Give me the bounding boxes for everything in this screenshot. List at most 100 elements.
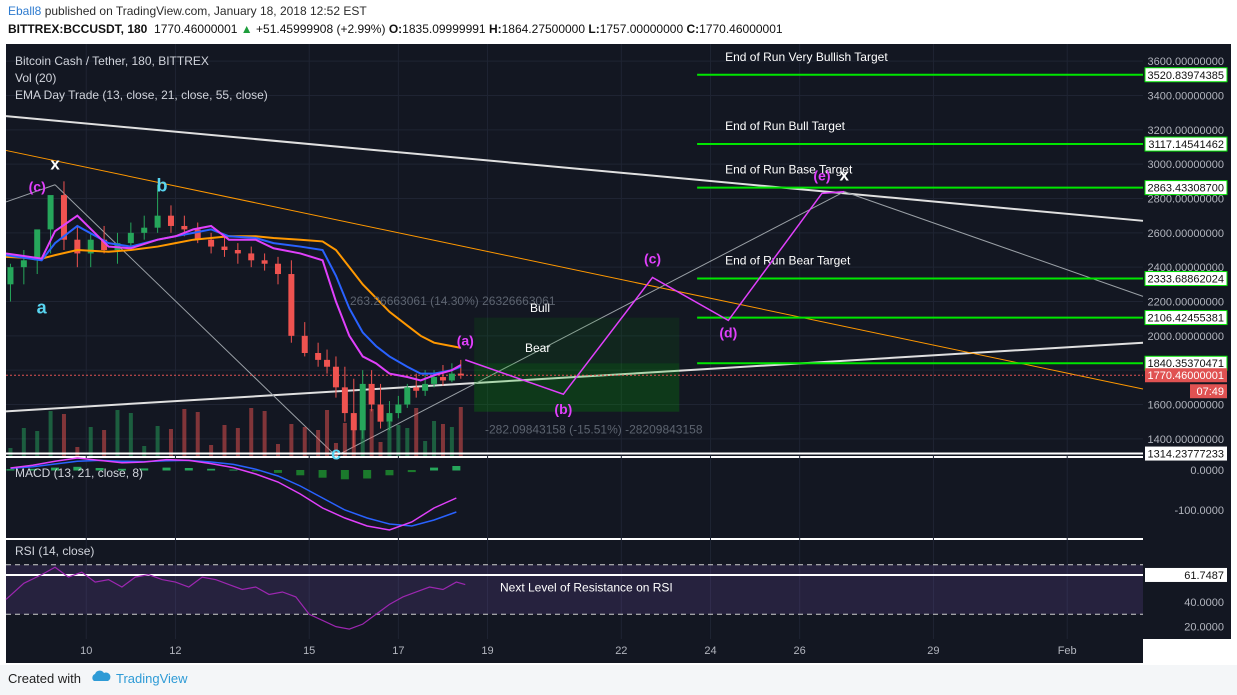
wave-label: (b): [554, 401, 572, 417]
volume-bar: [275, 444, 280, 456]
candle-body: [422, 383, 429, 391]
rsi-current-tag: [1145, 567, 1227, 582]
tradingview-logo[interactable]: TradingView: [90, 669, 188, 686]
target-level-value: 1840.35370471: [1148, 358, 1224, 370]
bull-label: Bull: [530, 301, 550, 315]
support-level-value: 1314.23777233: [1148, 449, 1224, 461]
candle-body: [395, 404, 402, 414]
volume-bar: [423, 441, 428, 456]
price-tick-label: 3600.00000000: [1148, 56, 1224, 68]
volume-bar: [195, 412, 200, 456]
macd-histogram-bar: [28, 468, 37, 471]
candle-body: [261, 260, 268, 264]
volume-bar: [235, 428, 240, 456]
rsi-tick-label: 40.0000: [1184, 597, 1224, 609]
target-level-value: 2863.43308700: [1148, 183, 1224, 195]
volume-bar: [458, 407, 463, 456]
target-level-value: 2106.42455381: [1148, 313, 1224, 325]
macd-histogram-bar: [340, 470, 349, 480]
support-level-tag: [1145, 446, 1227, 461]
volume-bar: [8, 448, 13, 456]
macd-histogram-bar: [452, 466, 461, 471]
candle-body: [34, 229, 41, 261]
candle-body: [368, 383, 375, 405]
high-label: H:: [488, 22, 502, 36]
candle-body: [377, 404, 384, 422]
volume-bar: [449, 427, 454, 456]
macd-histogram-bar: [385, 470, 394, 476]
cloud-icon: [92, 670, 111, 681]
target-level-value: 2333.68862024: [1148, 274, 1224, 286]
candle-body: [47, 195, 54, 230]
candle-body: [208, 239, 215, 247]
created-with-text: Created with: [8, 671, 81, 686]
volume-bar: [378, 442, 383, 456]
candle-body: [324, 359, 331, 367]
volume-bar: [75, 447, 80, 456]
wave-label: c: [331, 443, 341, 463]
macd-histogram-bar: [229, 469, 238, 471]
candle-body: [341, 387, 348, 414]
candle-body: [350, 413, 357, 431]
candle-body: [274, 263, 281, 275]
volume-bar: [432, 421, 437, 456]
high-value: 1864.27500000: [501, 22, 586, 36]
low-value: 1757.00000000: [599, 22, 684, 36]
publish-line: Eball8 published on TradingView.com, Jan…: [8, 4, 367, 18]
candle-body: [127, 232, 134, 244]
time-tick-label: 19: [481, 645, 493, 657]
bear-measure-text: -282.09843158 (-15.51%) -28209843158: [485, 423, 703, 437]
ema-mid-line: [5, 224, 462, 375]
volume-bar: [387, 422, 392, 456]
wave-projection-line: [465, 190, 845, 396]
time-tick-label: 12: [169, 645, 181, 657]
price-pane[interactable]: [6, 44, 1143, 456]
candle-body: [234, 250, 241, 254]
time-axis[interactable]: [6, 639, 1143, 663]
volume-bar: [115, 410, 120, 456]
macd-histogram-bar: [251, 470, 260, 472]
volume-bar: [360, 429, 365, 456]
candle-body: [141, 227, 148, 233]
time-tick-label: 24: [704, 645, 716, 657]
candle-body: [194, 229, 201, 240]
candle-body: [7, 267, 14, 285]
macd-tick-label: -100.0000: [1174, 505, 1224, 517]
countdown-tag: [1190, 384, 1227, 399]
target-level-tag: [1144, 271, 1228, 287]
candle-body: [101, 239, 108, 250]
macd-histogram-bar: [140, 468, 149, 471]
volume-bar: [440, 424, 445, 456]
bull-measure-box: [474, 317, 680, 364]
bear-label: Bear: [525, 341, 550, 355]
time-tick-label: 17: [392, 645, 404, 657]
candle-body: [431, 377, 438, 384]
countdown-value: 07:49: [1196, 386, 1224, 398]
macd-histogram-bar: [207, 468, 216, 471]
author-link[interactable]: Eball8: [8, 4, 42, 18]
macd-histogram-bar: [51, 467, 60, 471]
ema-slow-line: [5, 235, 461, 349]
price-tick-label: 2000.00000000: [1148, 331, 1224, 343]
candle-body: [439, 377, 446, 381]
rsi-pane[interactable]: [6, 540, 1143, 639]
volume-bar: [302, 427, 307, 456]
candle-body: [20, 260, 27, 268]
current-price-tag: [1145, 368, 1227, 383]
wave-label: x: [840, 165, 850, 184]
time-tick-label: 29: [927, 645, 939, 657]
volume-bar: [168, 429, 173, 456]
ema-fast-line: [5, 214, 462, 382]
trading-chart[interactable]: End of Run Very Bullish Target End of Run…: [0, 42, 1237, 665]
time-tick-label: 22: [615, 645, 627, 657]
rsi-tick-label: 20.0000: [1184, 622, 1224, 634]
wave-label: x: [50, 154, 60, 173]
volume-bar: [88, 427, 93, 456]
macd-pane[interactable]: [6, 458, 1143, 538]
rsi-line: [5, 566, 466, 630]
open-label: O:: [388, 22, 403, 36]
legend-title: Bitcoin Cash / Tether, 180, BITTREX: [15, 54, 209, 68]
volume-bar: [182, 409, 187, 456]
target-level-tag: [1144, 67, 1228, 83]
tradingview-link[interactable]: TradingView: [116, 671, 188, 686]
